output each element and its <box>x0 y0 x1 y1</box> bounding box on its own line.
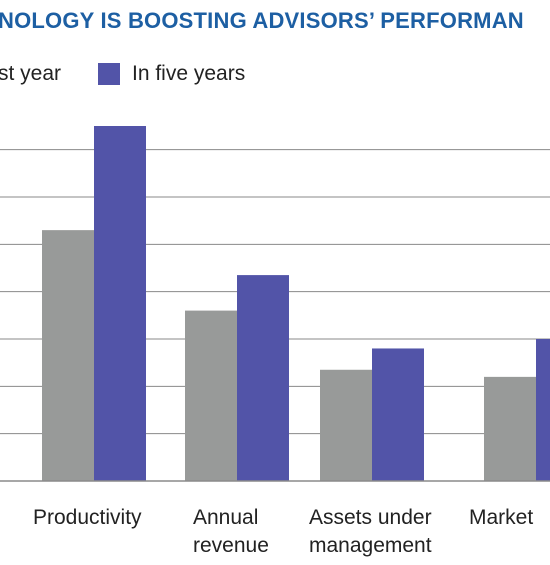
category-label: revenue <box>193 534 269 557</box>
bar-last-year-3 <box>484 376 536 481</box>
chart-title: NOLOGY IS BOOSTING ADVISORS’ PERFORMAN <box>0 8 524 33</box>
category-label: Annual <box>193 506 258 529</box>
bar-five-years-3 <box>536 339 550 481</box>
legend-label-five-years: In five years <box>132 62 246 85</box>
category-label: Productivity <box>33 506 142 529</box>
bar-five-years-0 <box>94 126 146 481</box>
category-label: management <box>309 534 432 557</box>
legend-label-last-year: st year <box>0 62 62 85</box>
bar-last-year-1 <box>185 310 237 481</box>
bar-last-year-2 <box>320 369 372 481</box>
bar-five-years-1 <box>237 275 289 481</box>
legend-swatch-five-years <box>98 63 120 85</box>
category-label: Market <box>469 506 533 529</box>
bar-five-years-2 <box>372 348 424 481</box>
bar-last-year-0 <box>42 230 94 481</box>
category-label: Assets under <box>309 506 432 529</box>
